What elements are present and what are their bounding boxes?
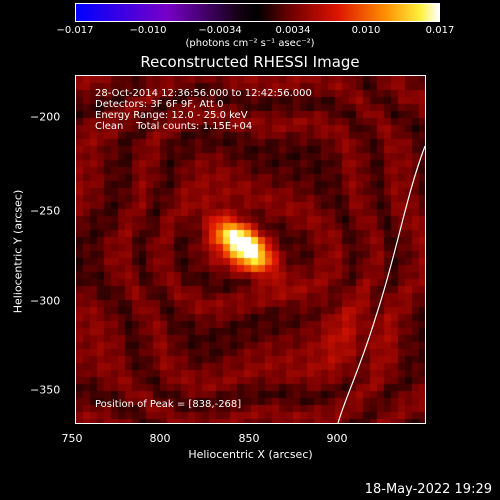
peak-position-label: Position of Peak = [838,-268] <box>95 399 242 410</box>
colorbar-tick: 0.0034 <box>275 25 311 36</box>
xray-image <box>76 76 425 423</box>
clean-counts-label: Clean Total counts: 1.15E+04 <box>95 121 253 132</box>
colorbar-tick: −0.0034 <box>198 25 242 36</box>
energy-range-label: Energy Range: 12.0 - 25.0 keV <box>95 110 248 121</box>
colorbar-tick: −0.017 <box>56 25 94 36</box>
colorbar <box>75 3 440 22</box>
detectors-label: Detectors: 3F 6F 9F, Att 0 <box>95 99 224 110</box>
image-plot: 28-Oct-2014 12:36:56.000 to 12:42:56.000… <box>75 75 426 424</box>
solar-limb <box>337 145 425 423</box>
time-range-label: 28-Oct-2014 12:36:56.000 to 12:42:56.000 <box>95 88 312 99</box>
image-title: Reconstructed RHESSI Image <box>140 53 360 71</box>
y-tick: −350 <box>30 383 61 397</box>
datestamp: 18-May-2022 19:29 <box>364 482 492 497</box>
colorbar-tick: −0.010 <box>129 25 167 36</box>
x-tick: 800 <box>149 432 171 445</box>
y-tick: −250 <box>30 204 61 218</box>
colorbar-tick: 0.010 <box>351 25 381 36</box>
colorbar-tick: 0.017 <box>425 25 455 36</box>
x-axis-label: Heliocentric X (arcsec) <box>188 448 313 461</box>
y-tick: −300 <box>30 294 61 308</box>
x-tick: 750 <box>61 432 83 445</box>
x-tick: 850 <box>238 432 260 445</box>
x-tick: 900 <box>326 432 348 445</box>
y-tick: −200 <box>30 110 61 124</box>
y-axis-label: Heliocentric Y (arcsec) <box>11 189 25 314</box>
colorbar-unit: (photons cm⁻² s⁻¹ asec⁻²) <box>185 38 315 49</box>
